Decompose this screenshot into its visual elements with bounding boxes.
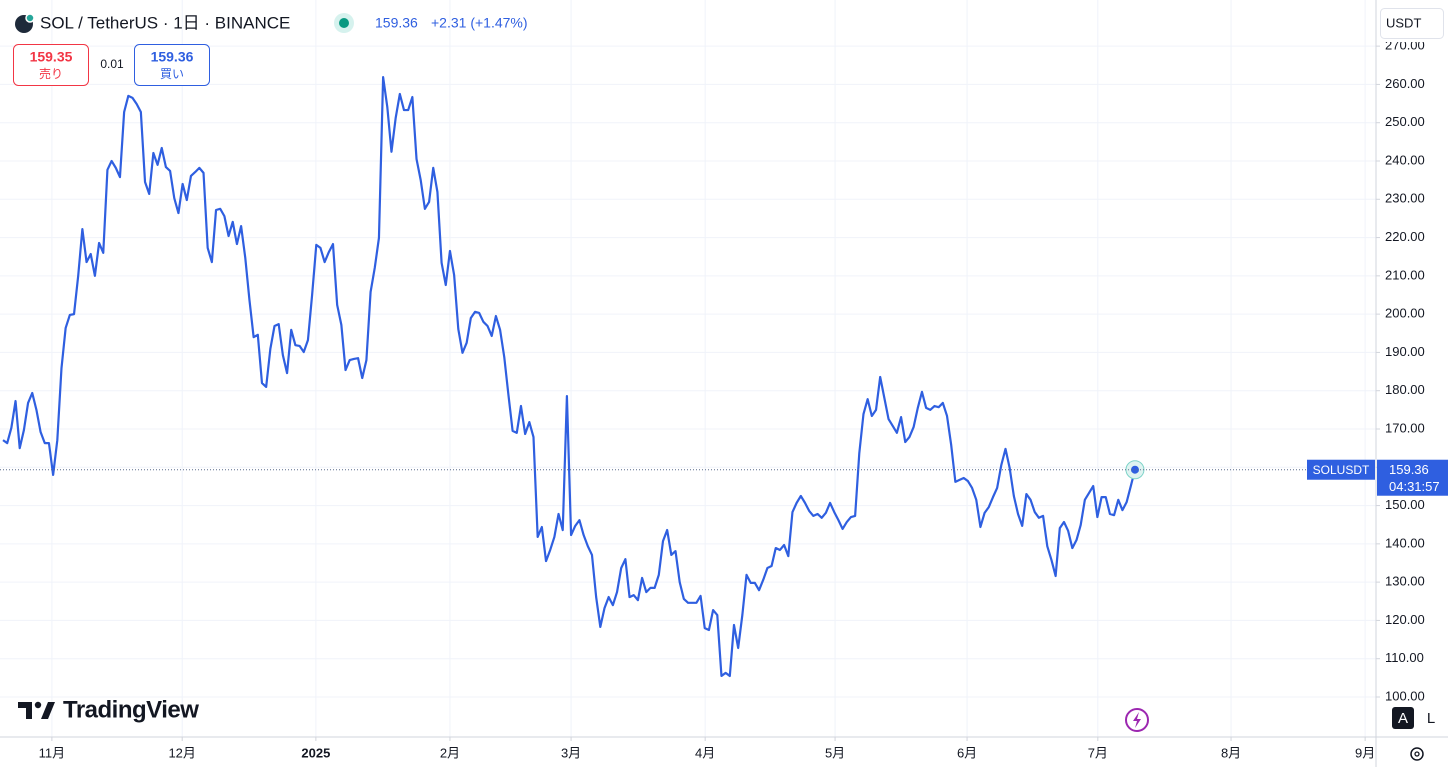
x-tick-label: 12月 <box>168 745 195 760</box>
series-label: SOLUSDT <box>1313 463 1370 477</box>
grid <box>0 0 1376 737</box>
overlay: SOL / TetherUS · 1日 · BINANCE 159.36 +2.… <box>13 4 1448 761</box>
logo-mark-slash <box>41 702 55 719</box>
y-tick-label: 250.00 <box>1385 114 1425 129</box>
scale-button-label: L <box>1427 710 1435 727</box>
y-tick-label: 100.00 <box>1385 688 1425 703</box>
logo-mark-dot <box>34 701 42 709</box>
y-tick-label: 260.00 <box>1385 76 1425 91</box>
buy-button[interactable] <box>134 44 210 86</box>
sell-button[interactable] <box>13 44 89 86</box>
x-tick-label: 6月 <box>957 745 977 760</box>
time-axis-bg <box>0 737 1448 767</box>
x-tick-label: 9月 <box>1355 745 1375 760</box>
brand-name: TradingView <box>63 696 199 723</box>
x-tick-label: 3月 <box>561 745 581 760</box>
market-status-dot <box>339 18 349 28</box>
logo-mark <box>18 702 32 719</box>
y-tick-label: 140.00 <box>1385 535 1425 550</box>
x-tick-label: 8月 <box>1221 745 1241 760</box>
x-tick-label: 7月 <box>1088 745 1108 760</box>
series-label-bg <box>1307 459 1375 480</box>
y-tick-label: 180.00 <box>1385 382 1425 397</box>
symbol-icon-badge <box>25 13 35 23</box>
alert-bolt <box>1133 712 1141 728</box>
header-price: 159.36 <box>375 15 418 31</box>
header-change: +2.31 (+1.47%) <box>431 15 528 31</box>
y-tick-label: 240.00 <box>1385 152 1425 167</box>
price-axis-bg <box>1376 0 1448 767</box>
y-tick-label: 120.00 <box>1385 612 1425 627</box>
x-tick-label: 2月 <box>440 745 460 760</box>
settings-icon-center <box>1414 751 1420 757</box>
sell-price: 159.35 <box>30 49 73 65</box>
settings-icon[interactable] <box>1410 747 1424 761</box>
currency-button[interactable] <box>1380 8 1444 39</box>
buy-price: 159.36 <box>151 49 194 65</box>
y-tick-label: 150.00 <box>1385 497 1425 512</box>
x-tick-label: 11月 <box>39 745 66 760</box>
scale-button-label: A <box>1398 710 1408 727</box>
plot <box>0 76 1376 678</box>
symbol-title: SOL / TetherUS · 1日 · BINANCE <box>40 13 290 32</box>
y-tick-label: 190.00 <box>1385 344 1425 359</box>
y-tick-label: 110.00 <box>1385 650 1424 665</box>
y-tick-label: 200.00 <box>1385 306 1425 321</box>
y-tick-label: 230.00 <box>1385 191 1425 206</box>
x-tick-label: 5月 <box>825 745 845 760</box>
sell-label: 売り <box>39 66 63 81</box>
y-tick-label: 130.00 <box>1385 574 1425 589</box>
price-tag-bg <box>1377 459 1448 496</box>
price-tag: 159.36 <box>1389 462 1429 477</box>
spread: 0.01 <box>100 57 124 71</box>
currency-label: USDT <box>1386 15 1421 30</box>
x-tick-label: 4月 <box>695 745 715 760</box>
scale-button[interactable] <box>1420 707 1442 729</box>
scale-button[interactable] <box>1392 707 1414 729</box>
y-tick-label: 220.00 <box>1385 229 1425 244</box>
y-tick-label: 170.00 <box>1385 420 1425 435</box>
y-tick-label: 210.00 <box>1385 267 1425 282</box>
countdown: 04:31:57 <box>1389 479 1440 494</box>
x-tick-label: 2025 <box>301 745 330 760</box>
price-line <box>2 76 1137 678</box>
buy-label: 買い <box>160 67 184 81</box>
brand-logo <box>18 701 55 719</box>
